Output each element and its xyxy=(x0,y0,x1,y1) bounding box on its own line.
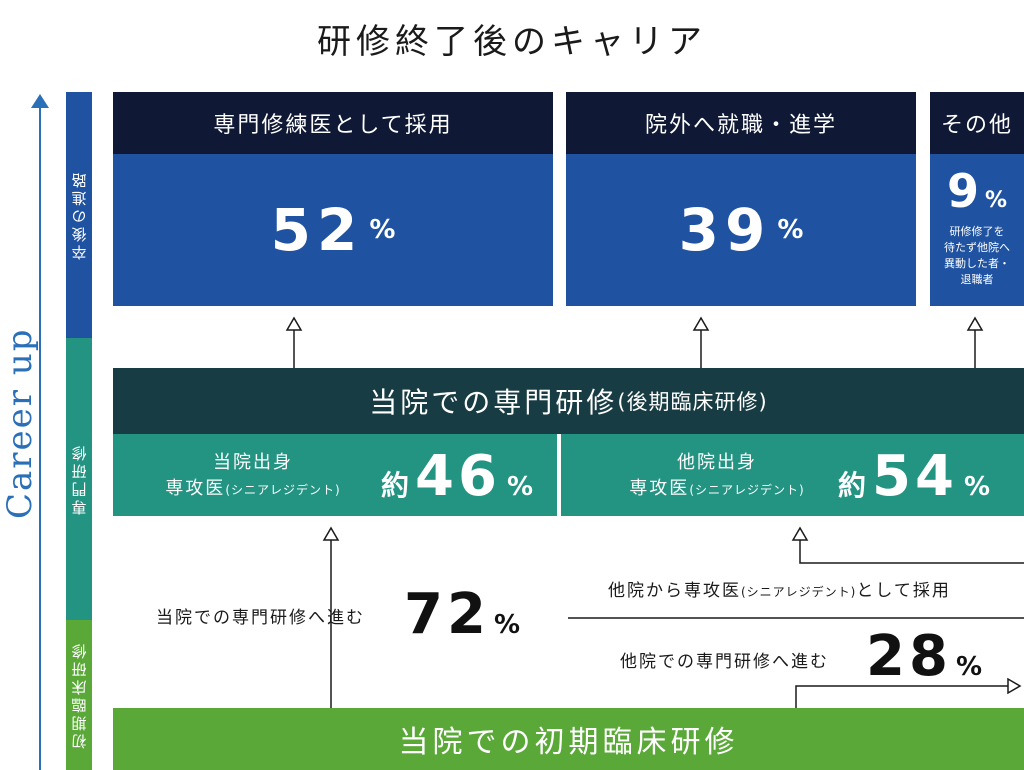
page-title: 研修終了後のキャリア xyxy=(317,22,707,62)
career-arrow-head xyxy=(31,94,49,108)
flow-other-percent: 28% xyxy=(866,624,986,689)
outcome-other-value: 9 xyxy=(946,164,979,218)
outcome-header-external: 院外へ就職・進学 xyxy=(566,92,916,154)
flow-other-hire-label: 他院から専攻医(シニアレジデント)として採用 xyxy=(608,581,951,601)
arrow-head-other-go xyxy=(1007,677,1022,695)
arrow-head-own xyxy=(322,526,340,541)
arrow-head-other-hire xyxy=(791,526,809,541)
outcome-header-hired: 専門修練医として採用 xyxy=(113,92,553,154)
outcome-other-box: 9% 研修修了を 待たず他院へ 異動した者・ 退職者 xyxy=(930,154,1024,306)
specialist-other-box: 他院出身 専攻医(シニアレジデント) 約 54% xyxy=(561,434,1024,516)
specialist-other-percent: 約 54% xyxy=(838,444,991,509)
arrow-head-external xyxy=(692,316,710,331)
specialist-own-percent: 約 46% xyxy=(381,444,534,509)
specialist-header: 当院での専門研修 (後期臨床研修) xyxy=(113,368,1024,434)
specialist-title: 当院での専門研修 xyxy=(369,386,618,419)
outcome-hired-value: 52 xyxy=(270,196,364,264)
outcome-external-value: 39 xyxy=(678,196,772,264)
outcome-other-unit: % xyxy=(984,188,1008,213)
outcome-external-unit: % xyxy=(777,215,804,245)
career-arrow xyxy=(31,94,49,770)
outcome-hired-unit: % xyxy=(369,215,396,245)
arrow-head-other xyxy=(966,316,984,331)
specialist-own-box: 当院出身 専攻医(シニアレジデント) 約 46% xyxy=(113,434,557,516)
outcome-external-box: 39% xyxy=(566,154,916,306)
specialist-subtitle: (後期臨床研修) xyxy=(617,390,768,414)
career-axis: Career up xyxy=(0,88,80,770)
outcome-hired-box: 52% xyxy=(113,154,553,306)
flow-own-percent: 72% xyxy=(404,582,524,647)
arrow-line-other-go xyxy=(795,685,1008,708)
specialist-other-text: 他院出身 専攻医(シニアレジデント) xyxy=(629,452,805,499)
arrow-head-hired xyxy=(285,316,303,331)
specialist-own-text: 当院出身 専攻医(シニアレジデント) xyxy=(165,452,341,499)
outcome-other-note: 研修修了を 待たず他院へ 異動した者・ 退職者 xyxy=(944,225,1010,286)
flow-other-label: 他院での専門研修へ進む xyxy=(620,652,829,672)
outcome-header-other: その他 xyxy=(930,92,1024,154)
flow-own-label: 当院での専門研修へ進む xyxy=(156,608,365,628)
initial-training-bar: 当院での初期臨床研修 xyxy=(113,708,1024,770)
arrow-line-other-hire xyxy=(799,540,1024,564)
